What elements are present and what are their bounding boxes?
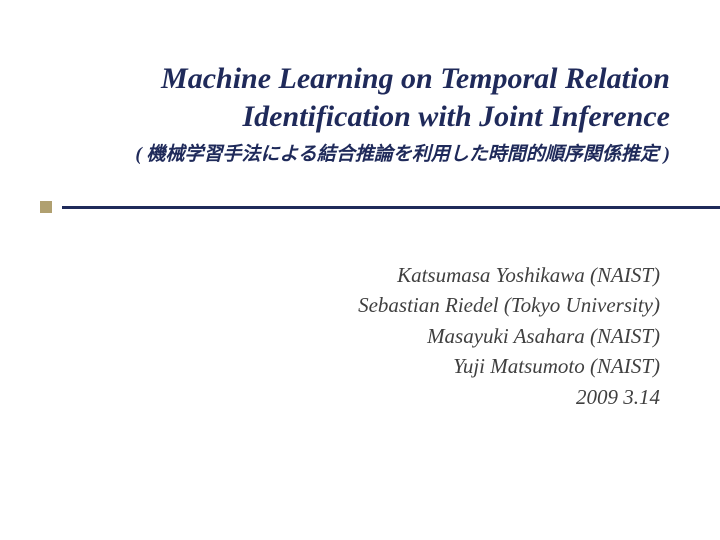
accent-bar [40, 202, 720, 212]
title-slide: Machine Learning on Temporal Relation Id… [0, 0, 720, 540]
title-line-2: Identification with Joint Inference [50, 98, 670, 136]
author-2: Sebastian Riedel (Tokyo University) [358, 290, 660, 320]
title-subtitle-jp: ( 機械学習手法による結合推論を利用した時間的順序関係推定 ) [50, 139, 670, 166]
title-line-1: Machine Learning on Temporal Relation [50, 60, 670, 98]
presentation-date: 2009 3.14 [358, 382, 660, 412]
author-4: Yuji Matsumoto (NAIST) [358, 351, 660, 381]
title-block: Machine Learning on Temporal Relation Id… [50, 60, 670, 166]
accent-dot-icon [40, 201, 52, 213]
authors-block: Katsumasa Yoshikawa (NAIST) Sebastian Ri… [358, 260, 660, 412]
accent-line [62, 206, 720, 209]
author-1: Katsumasa Yoshikawa (NAIST) [358, 260, 660, 290]
author-3: Masayuki Asahara (NAIST) [358, 321, 660, 351]
